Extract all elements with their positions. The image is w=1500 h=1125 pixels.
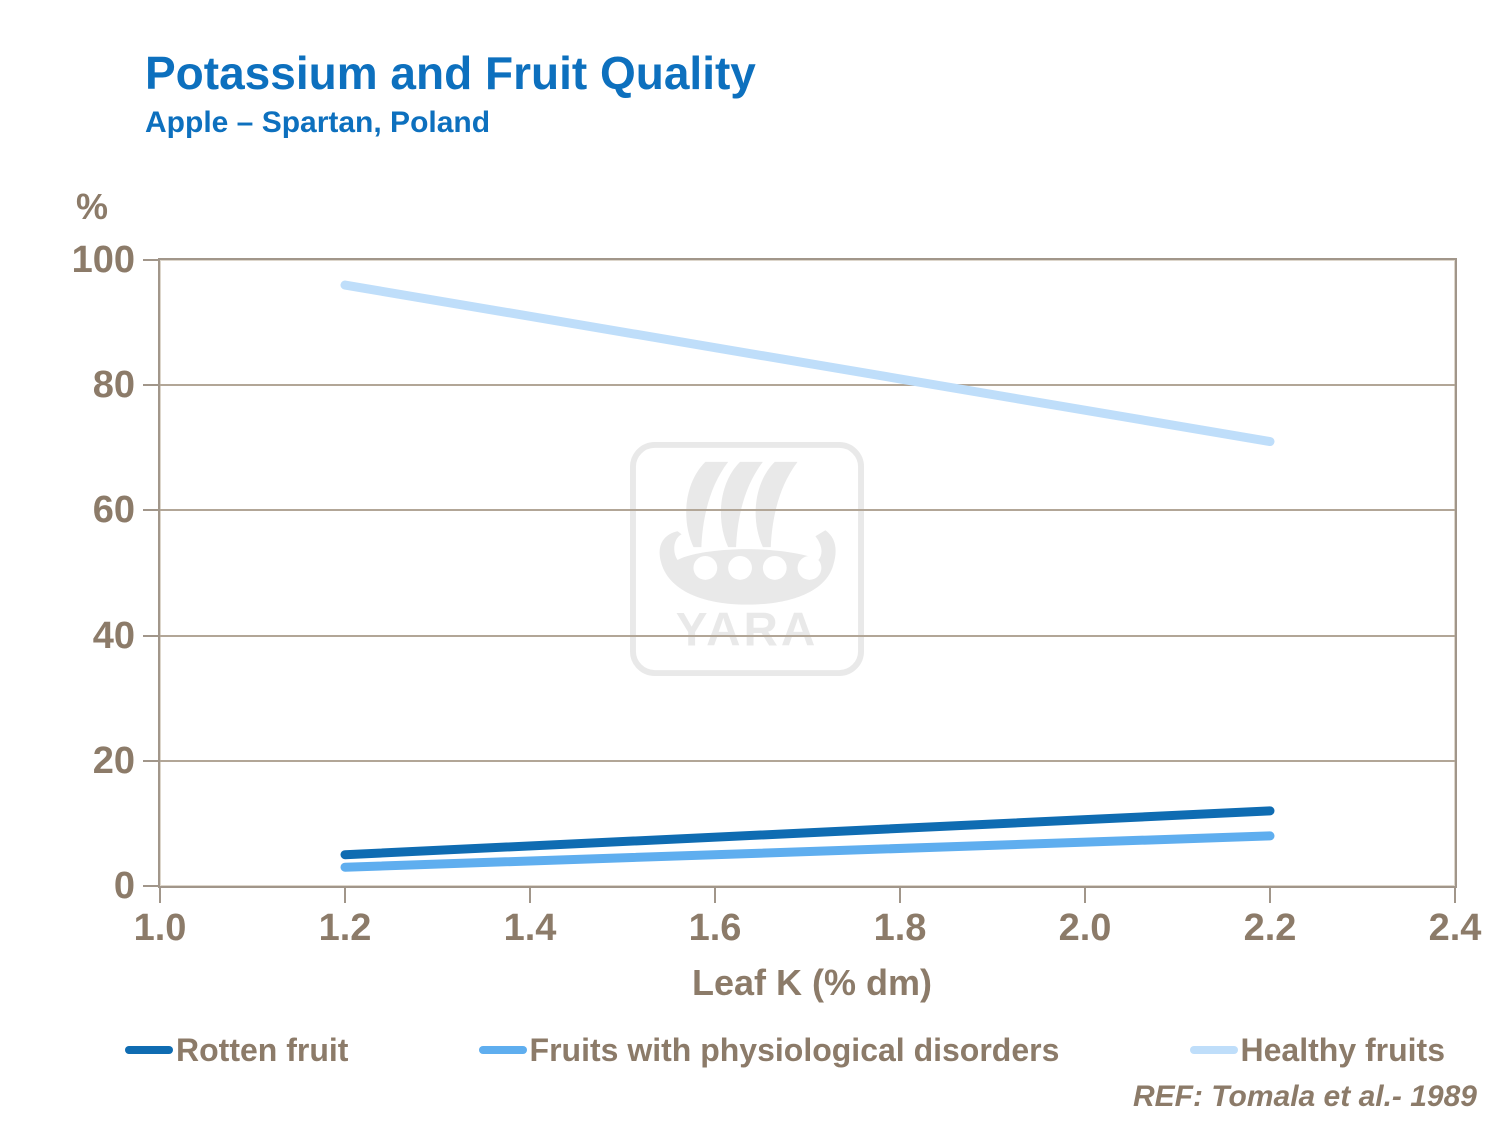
y-axis-tick bbox=[143, 885, 158, 887]
x-tick-label: 1.0 bbox=[133, 907, 187, 949]
x-axis-tick bbox=[344, 888, 346, 903]
legend-line-swatch bbox=[1189, 1046, 1238, 1054]
series-line-healthy-fruits bbox=[340, 280, 1275, 447]
legend-item: Healthy fruits bbox=[1189, 1032, 1445, 1068]
chart-lines bbox=[340, 280, 1275, 872]
slide-subtitle: Apple – Spartan, Poland bbox=[145, 106, 491, 139]
x-tick-label: 1.8 bbox=[873, 907, 927, 949]
x-axis-title: Leaf K (% dm) bbox=[691, 962, 933, 1003]
reference-note: REF: Tomala et al.- 1989 bbox=[1132, 1080, 1477, 1113]
legend-item: Rotten fruit bbox=[125, 1032, 348, 1068]
y-axis-tick bbox=[143, 634, 158, 637]
legend-label: Rotten fruit bbox=[176, 1032, 349, 1068]
yara-watermark-logo: YARA bbox=[629, 441, 865, 677]
y-axis-tick bbox=[143, 384, 158, 387]
legend: Rotten fruit Fruits with physiological di… bbox=[125, 1032, 1445, 1068]
legend-line-swatch bbox=[478, 1046, 527, 1054]
y-tick-label: 60 bbox=[92, 489, 135, 532]
y-tick-label: 40 bbox=[92, 614, 135, 657]
yara-sails-icon bbox=[686, 461, 798, 548]
legend-label: Healthy fruits bbox=[1240, 1032, 1445, 1068]
x-tick-label: 2.4 bbox=[1428, 907, 1482, 949]
y-axis-title: % bbox=[76, 186, 109, 227]
y-tick-label: 100 bbox=[71, 239, 135, 281]
y-axis-tick bbox=[143, 509, 158, 512]
x-tick-label: 2.0 bbox=[1058, 907, 1112, 949]
x-axis-tick bbox=[1269, 888, 1271, 903]
legend-line-swatch bbox=[125, 1046, 173, 1054]
x-tick-label: 1.6 bbox=[688, 907, 742, 949]
yara-ship-icon bbox=[659, 530, 836, 605]
yara-wordmark: YARA bbox=[676, 603, 818, 656]
yara-logo-frame bbox=[629, 441, 865, 677]
y-tick-label: 80 bbox=[92, 364, 135, 407]
y-axis-tick bbox=[143, 259, 158, 261]
x-axis-tick bbox=[1084, 888, 1086, 903]
y-axis-tick bbox=[143, 759, 158, 762]
x-tick-label: 1.4 bbox=[503, 907, 557, 949]
x-tick-label: 2.2 bbox=[1243, 907, 1297, 949]
slide-title: Potassium and Fruit Quality bbox=[145, 47, 756, 99]
plot-area: YARA bbox=[143, 259, 1456, 903]
gridline bbox=[160, 634, 1455, 637]
y-tick-label: 20 bbox=[92, 739, 135, 782]
x-axis-tick bbox=[899, 888, 901, 903]
gridline bbox=[160, 759, 1455, 762]
series-line-rotten-fruit bbox=[340, 806, 1275, 860]
legend-label: Fruits with physiological disorders bbox=[529, 1032, 1060, 1068]
series-line-fruits-with-physiological-disorders bbox=[340, 831, 1275, 872]
x-axis-tick bbox=[159, 888, 161, 903]
x-axis-tick bbox=[714, 888, 716, 903]
y-tick-label: 0 bbox=[113, 865, 135, 907]
x-axis-tick bbox=[529, 888, 531, 903]
x-axis-tick bbox=[1454, 888, 1456, 903]
gridline bbox=[160, 509, 1455, 512]
gridline bbox=[160, 384, 1455, 387]
legend-item: Fruits with physiological disorders bbox=[478, 1032, 1060, 1068]
x-tick-label: 1.2 bbox=[318, 907, 372, 949]
